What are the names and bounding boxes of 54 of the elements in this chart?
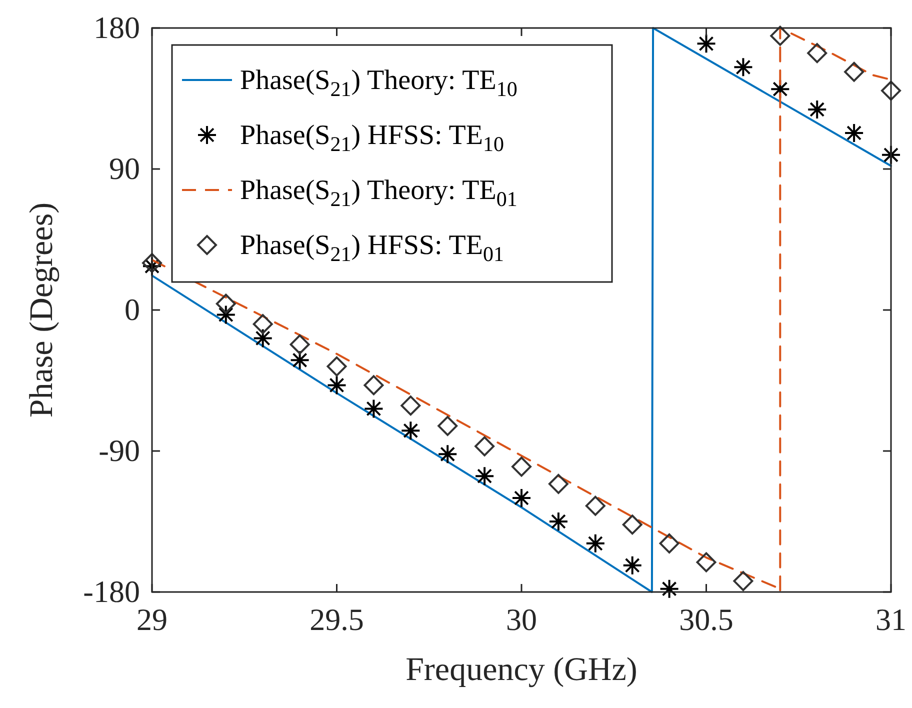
point: [400, 420, 421, 441]
point: [622, 514, 642, 535]
point: [290, 350, 310, 370]
line-series: [151, 27, 892, 593]
point: [142, 256, 162, 276]
point: [252, 314, 273, 334]
point: [216, 304, 236, 325]
point: [326, 375, 347, 396]
point: [548, 512, 568, 532]
point: [216, 294, 236, 314]
x-tick-label: 30: [506, 602, 537, 637]
point: [659, 578, 680, 599]
y-axis-title: Phase (Degrees): [24, 202, 60, 418]
point: [438, 416, 458, 436]
point: [290, 334, 310, 354]
point: [696, 34, 716, 54]
point: [881, 80, 901, 101]
y-tick-label: 0: [124, 292, 140, 327]
x-tick-label: 30.5: [679, 602, 734, 637]
point: [585, 533, 606, 554]
legend-label: Phase(S$_{21}$) Theory: TE$_{10}$: [240, 65, 518, 102]
point: [585, 496, 606, 516]
point: [622, 555, 642, 576]
x-axis-title: Frequency (GHz): [406, 652, 638, 688]
y-tick-label: 90: [109, 151, 140, 186]
point: [548, 474, 568, 494]
point: [881, 144, 901, 165]
y-tick-label: 180: [94, 10, 140, 45]
point: [474, 436, 495, 456]
point: [696, 552, 716, 572]
point: [733, 57, 754, 78]
legend-label: Phase(S$_{21}$) Theory: TE$_{01}$: [240, 175, 518, 212]
point: [844, 62, 864, 82]
point: [438, 444, 458, 464]
point: [512, 488, 532, 508]
point: [733, 571, 754, 592]
point: [770, 26, 790, 46]
point: [142, 253, 162, 273]
point: [512, 456, 532, 477]
point: [326, 356, 347, 376]
point: [474, 466, 495, 486]
point: [807, 43, 828, 64]
x-tick-label: 31: [876, 602, 906, 637]
point: [807, 99, 828, 120]
point: [364, 375, 384, 396]
point: [252, 328, 273, 348]
point: [659, 533, 680, 554]
point: [844, 122, 864, 143]
point: [364, 398, 384, 419]
y-tick-label: -90: [98, 433, 140, 468]
x-tick-label: 29.5: [310, 602, 364, 637]
point: [400, 396, 421, 416]
legend-label: Phase(S$_{21}$) HFSS: TE$_{10}$: [240, 120, 504, 156]
legend-label: Phase(S$_{21}$) HFSS: TE$_{01}$: [240, 230, 504, 266]
